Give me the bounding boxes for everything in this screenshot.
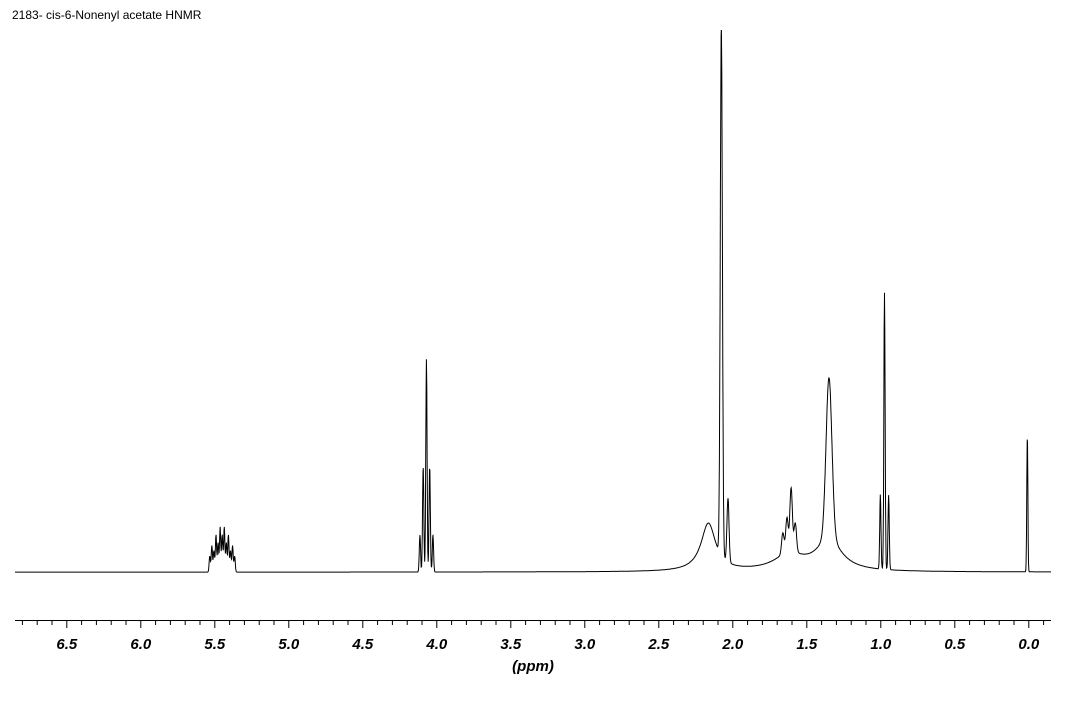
- x-tick-label: 5.0: [278, 636, 299, 653]
- x-tick-label: 6.0: [130, 636, 151, 653]
- x-tick-label: 1.5: [796, 636, 817, 653]
- x-axis-ticks: [0, 620, 1066, 636]
- spectrum-trace: [15, 30, 1051, 572]
- x-axis: 6.5 6.0 5.5 5.0 4.5 4.0 3.5 3.0 2.5 2.0 1.5 1.0 0.5 0…: [0, 620, 1066, 680]
- spectrum-line: [0, 30, 1066, 590]
- x-tick-label: 1.0: [870, 636, 891, 653]
- x-tick-label: 5.5: [204, 636, 225, 653]
- x-tick-label: 4.0: [426, 636, 447, 653]
- x-axis-label: (ppm): [0, 658, 1066, 675]
- x-tick-label: 2.0: [722, 636, 743, 653]
- x-tick-label: 0.5: [944, 636, 965, 653]
- spectrum-plot: [0, 30, 1066, 590]
- x-tick-label: 3.0: [574, 636, 595, 653]
- x-tick-label: 6.5: [56, 636, 77, 653]
- x-tick-label: 2.5: [648, 636, 669, 653]
- x-tick-label: 3.5: [500, 636, 521, 653]
- page-title: 2183- cis-6-Nonenyl acetate HNMR: [12, 8, 201, 22]
- x-tick-label: 0.0: [1018, 636, 1039, 653]
- x-tick-label: 4.5: [352, 636, 373, 653]
